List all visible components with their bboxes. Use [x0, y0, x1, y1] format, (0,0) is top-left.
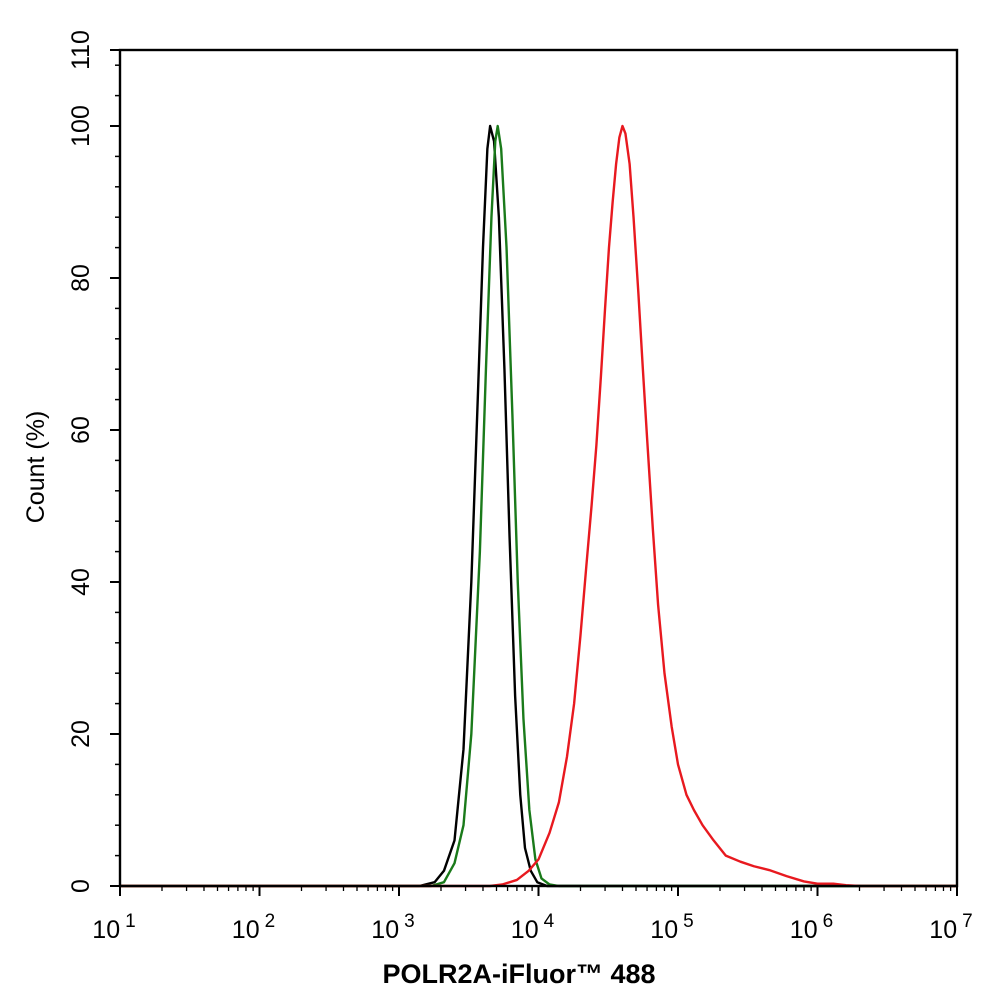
x-axis-title: POLR2A-iFluor™ 488	[382, 959, 655, 989]
x-tick-label: 10 6	[790, 911, 833, 944]
y-tick-label: 20	[67, 720, 95, 748]
y-tick-label: 40	[67, 568, 95, 596]
series-line-2	[120, 124, 957, 888]
x-tick-label: 10 4	[511, 911, 555, 944]
series-line-3	[120, 124, 957, 888]
x-tick-label: 10 5	[650, 911, 693, 944]
y-tick-label: 80	[67, 264, 95, 292]
y-tick-label: 0	[67, 879, 95, 893]
tick-labels-layer: 0 20 40 60 80 100 110 10 1 10 2 10 3 10 4 10 5 10 6 10 7	[67, 30, 973, 944]
x-tick-label: 10 2	[232, 911, 275, 944]
curves-layer	[120, 124, 957, 888]
x-tick-label: 10 1	[92, 911, 135, 944]
series-line-1	[120, 124, 957, 888]
plot-frame	[118, 48, 959, 888]
y-tick-label: 110	[67, 30, 95, 70]
ticks-layer	[110, 49, 958, 896]
y-tick-label: 100	[67, 105, 95, 147]
axes-layer	[118, 48, 959, 888]
y-tick-label: 60	[67, 416, 95, 444]
x-tick-label: 10 7	[929, 911, 972, 944]
x-tick-label: 10 3	[371, 911, 414, 944]
y-axis-title: Count (%)	[22, 411, 50, 524]
